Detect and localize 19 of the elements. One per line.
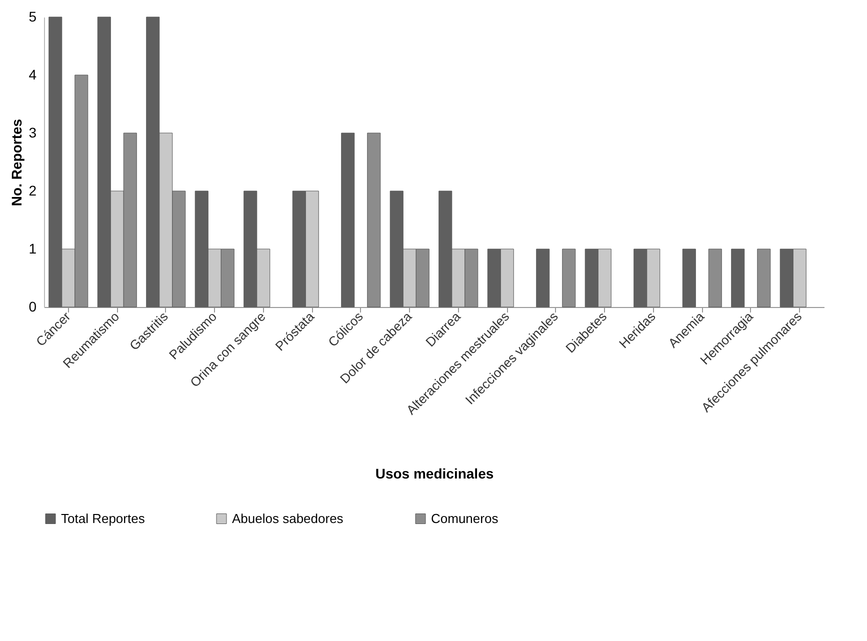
legend-label: Comuneros — [431, 510, 499, 526]
x-axis-title: Usos medicinales — [375, 466, 494, 482]
legend-label: Total Reportes — [61, 510, 146, 526]
legend-label: Abuelos sabedores — [232, 510, 344, 526]
y-tick-label: 2 — [28, 182, 37, 198]
y-tick-label: 0 — [28, 298, 37, 314]
bar — [562, 248, 576, 308]
y-axis-title: No. Reportes — [8, 118, 25, 206]
y-tick-label: 1 — [28, 240, 37, 256]
bar — [341, 132, 355, 308]
bar — [731, 248, 745, 308]
bar — [757, 248, 771, 308]
bar — [682, 248, 696, 308]
bar — [536, 248, 550, 308]
y-tick-label: 4 — [28, 66, 37, 82]
bar — [367, 132, 381, 308]
y-tick-label: 5 — [28, 8, 37, 24]
y-tick-label: 3 — [28, 124, 37, 140]
bar — [708, 248, 722, 308]
